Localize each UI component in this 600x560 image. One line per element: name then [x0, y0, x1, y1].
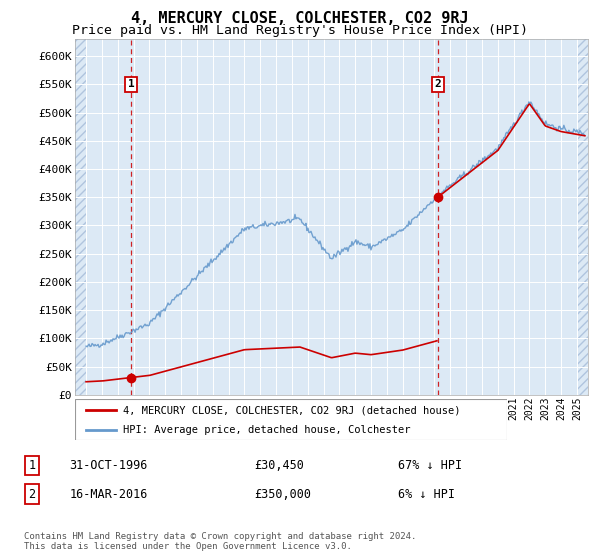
Text: 31-OCT-1996: 31-OCT-1996	[70, 459, 148, 472]
Text: 1: 1	[29, 459, 36, 472]
Text: 2: 2	[29, 488, 36, 501]
Text: Price paid vs. HM Land Registry's House Price Index (HPI): Price paid vs. HM Land Registry's House …	[72, 24, 528, 36]
Text: 2: 2	[434, 80, 441, 90]
Text: 1: 1	[128, 80, 134, 90]
Text: 6% ↓ HPI: 6% ↓ HPI	[398, 488, 455, 501]
Bar	[577, 34, 588, 395]
Text: Contains HM Land Registry data © Crown copyright and database right 2024.
This d: Contains HM Land Registry data © Crown c…	[23, 532, 416, 552]
Text: 4, MERCURY CLOSE, COLCHESTER, CO2 9RJ (detached house): 4, MERCURY CLOSE, COLCHESTER, CO2 9RJ (d…	[122, 405, 460, 415]
FancyBboxPatch shape	[75, 399, 507, 440]
Text: 4, MERCURY CLOSE, COLCHESTER, CO2 9RJ: 4, MERCURY CLOSE, COLCHESTER, CO2 9RJ	[131, 11, 469, 26]
Text: £30,450: £30,450	[254, 459, 304, 472]
Text: HPI: Average price, detached house, Colchester: HPI: Average price, detached house, Colc…	[122, 424, 410, 435]
Text: £350,000: £350,000	[254, 488, 311, 501]
Text: 16-MAR-2016: 16-MAR-2016	[70, 488, 148, 501]
Text: 67% ↓ HPI: 67% ↓ HPI	[398, 459, 462, 472]
Bar	[75, 34, 86, 395]
